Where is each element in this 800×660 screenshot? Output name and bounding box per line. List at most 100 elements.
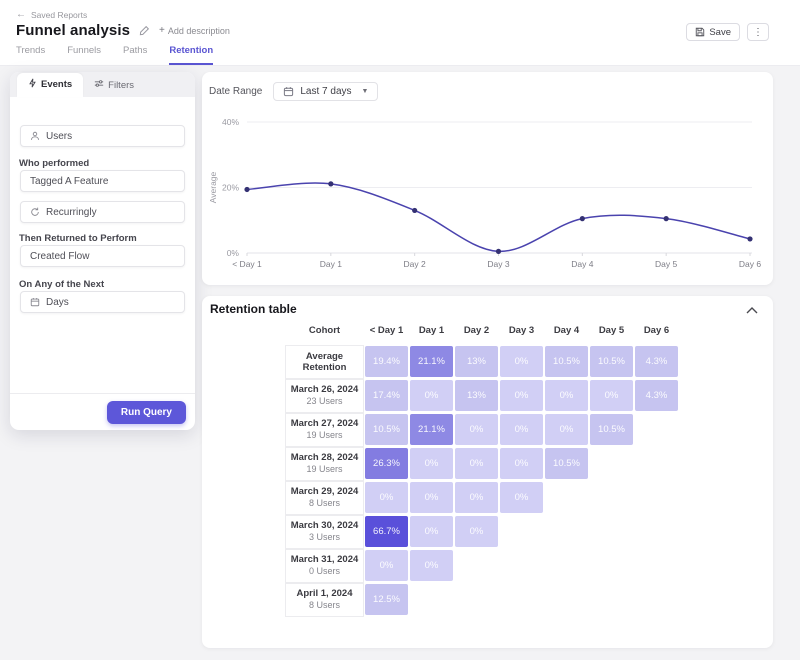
tab-events[interactable]: Events xyxy=(17,73,83,97)
save-icon xyxy=(695,27,705,37)
retention-cell[interactable]: 10.5% xyxy=(545,448,588,479)
retention-cell[interactable]: 12.5% xyxy=(365,584,408,615)
retention-cell[interactable]: 0% xyxy=(410,448,453,479)
retention-cell[interactable]: 0% xyxy=(410,380,453,411)
on-any-label: On Any of the Next xyxy=(19,279,104,290)
bolt-icon xyxy=(28,78,37,91)
retention-cell[interactable]: 10.5% xyxy=(590,346,633,377)
tab-filters[interactable]: Filters xyxy=(83,74,145,97)
back-to-saved-reports[interactable]: ← Saved Reports xyxy=(16,10,87,20)
y-tick-label: 0% xyxy=(227,248,240,258)
retention-cell[interactable]: 0% xyxy=(455,414,498,445)
cohort-label: March 31, 20240 Users xyxy=(285,549,364,583)
report-tab-funnels[interactable]: Funnels xyxy=(67,45,101,65)
retention-cell[interactable]: 0% xyxy=(500,414,543,445)
column-header-day: Day 6 xyxy=(644,325,669,336)
chart-point[interactable] xyxy=(664,216,669,221)
recurrence-field[interactable]: Recurringly xyxy=(20,201,185,223)
chart-point[interactable] xyxy=(328,181,333,186)
retention-cell[interactable]: 13% xyxy=(455,346,498,377)
run-query-button[interactable]: Run Query xyxy=(107,401,186,424)
y-axis-title: Average xyxy=(208,171,218,203)
performed-event-field[interactable]: Tagged A Feature xyxy=(20,170,185,192)
chevron-up-icon[interactable] xyxy=(745,302,759,320)
report-tab-paths[interactable]: Paths xyxy=(123,45,147,65)
retention-cell[interactable]: 0% xyxy=(500,482,543,513)
add-description-button[interactable]: + Add description xyxy=(159,25,230,36)
cohort-label: March 26, 202423 Users xyxy=(285,379,364,413)
chart-point[interactable] xyxy=(580,216,585,221)
y-tick-label: 40% xyxy=(222,117,239,127)
retention-row: March 30, 20243 Users66.7%0%0% xyxy=(202,515,773,549)
users-field[interactable]: Users xyxy=(20,125,185,147)
chart-point[interactable] xyxy=(747,236,752,241)
retention-cell[interactable]: 0% xyxy=(365,550,408,581)
cohort-label: March 30, 20243 Users xyxy=(285,515,364,549)
page-title: Funnel analysis xyxy=(16,22,130,39)
cohort-user-count: 3 Users xyxy=(309,532,340,544)
cohort-label: March 28, 202419 Users xyxy=(285,447,364,481)
interval-field[interactable]: Days xyxy=(20,291,185,313)
retention-row: March 31, 20240 Users0%0% xyxy=(202,549,773,583)
retention-cell[interactable]: 0% xyxy=(410,516,453,547)
retention-cell[interactable]: 4.3% xyxy=(635,380,678,411)
chart-point[interactable] xyxy=(244,187,249,192)
date-range-select[interactable]: Last 7 days ▼ xyxy=(273,82,378,101)
retention-cell[interactable]: 10.5% xyxy=(590,414,633,445)
report-tab-trends[interactable]: Trends xyxy=(16,45,45,65)
retention-cell[interactable]: 26.3% xyxy=(365,448,408,479)
retention-cell[interactable]: 0% xyxy=(500,448,543,479)
retention-cell[interactable]: 0% xyxy=(365,482,408,513)
chart-point[interactable] xyxy=(496,249,501,254)
retention-line-chart: 0%20%40%Average< Day 1Day 1Day 2Day 3Day… xyxy=(202,108,773,280)
save-button[interactable]: Save xyxy=(686,23,740,41)
cohort-user-count: 19 Users xyxy=(306,430,342,442)
retention-cell[interactable]: 0% xyxy=(410,482,453,513)
cohort-name: March 28, 2024 xyxy=(291,452,359,463)
retention-cell[interactable]: 0% xyxy=(545,380,588,411)
retention-cell[interactable]: 19.4% xyxy=(365,346,408,377)
chart-point[interactable] xyxy=(412,208,417,213)
retention-cell[interactable]: 0% xyxy=(500,346,543,377)
cohort-user-count: 8 Users xyxy=(309,498,340,510)
retention-cell[interactable]: 21.1% xyxy=(410,346,453,377)
retention-cell[interactable]: 10.5% xyxy=(365,414,408,445)
retention-cell[interactable]: 0% xyxy=(455,482,498,513)
cohort-label: March 27, 202419 Users xyxy=(285,413,364,447)
cohort-user-count: 0 Users xyxy=(309,566,340,578)
more-options-button[interactable]: ⋮ xyxy=(747,23,769,41)
x-tick-label: Day 4 xyxy=(571,259,593,269)
app-header: ← Saved Reports Funnel analysis + Add de… xyxy=(0,0,800,66)
x-tick-label: Day 6 xyxy=(739,259,761,269)
retention-table-header: Cohort< Day 1Day 1Day 2Day 3Day 4Day 5Da… xyxy=(202,325,773,341)
retention-cell[interactable]: 0% xyxy=(410,550,453,581)
retention-row: March 29, 20248 Users0%0%0%0% xyxy=(202,481,773,515)
sliders-icon xyxy=(94,79,104,91)
retention-cell[interactable]: 66.7% xyxy=(365,516,408,547)
cohort-label: March 29, 20248 Users xyxy=(285,481,364,515)
back-label: Saved Reports xyxy=(31,10,87,20)
kebab-icon: ⋮ xyxy=(753,27,763,38)
retention-cell[interactable]: 0% xyxy=(590,380,633,411)
report-tab-retention[interactable]: Retention xyxy=(169,45,213,65)
retention-cell[interactable]: 0% xyxy=(545,414,588,445)
return-event-field[interactable]: Created Flow xyxy=(20,245,185,267)
date-range-label: Date Range xyxy=(209,86,262,97)
retention-cell[interactable]: 21.1% xyxy=(410,414,453,445)
cohort-label: Average Retention xyxy=(285,345,364,379)
retention-cell[interactable]: 4.3% xyxy=(635,346,678,377)
retention-row: March 27, 202419 Users10.5%21.1%0%0%0%10… xyxy=(202,413,773,447)
retention-cell[interactable]: 0% xyxy=(455,516,498,547)
retention-cell[interactable]: 17.4% xyxy=(365,380,408,411)
column-header-day: Day 5 xyxy=(599,325,624,336)
x-tick-label: < Day 1 xyxy=(232,259,262,269)
y-tick-label: 20% xyxy=(222,183,239,193)
retention-row: Average Retention19.4%21.1%13%0%10.5%10.… xyxy=(202,345,773,379)
retention-cell[interactable]: 0% xyxy=(455,448,498,479)
retention-cell[interactable]: 10.5% xyxy=(545,346,588,377)
retention-cell[interactable]: 0% xyxy=(500,380,543,411)
cohort-name: March 30, 2024 xyxy=(291,520,359,531)
retention-cell[interactable]: 13% xyxy=(455,380,498,411)
report-tabs: Trends Funnels Paths Retention xyxy=(16,45,213,65)
pencil-icon[interactable] xyxy=(139,25,150,36)
